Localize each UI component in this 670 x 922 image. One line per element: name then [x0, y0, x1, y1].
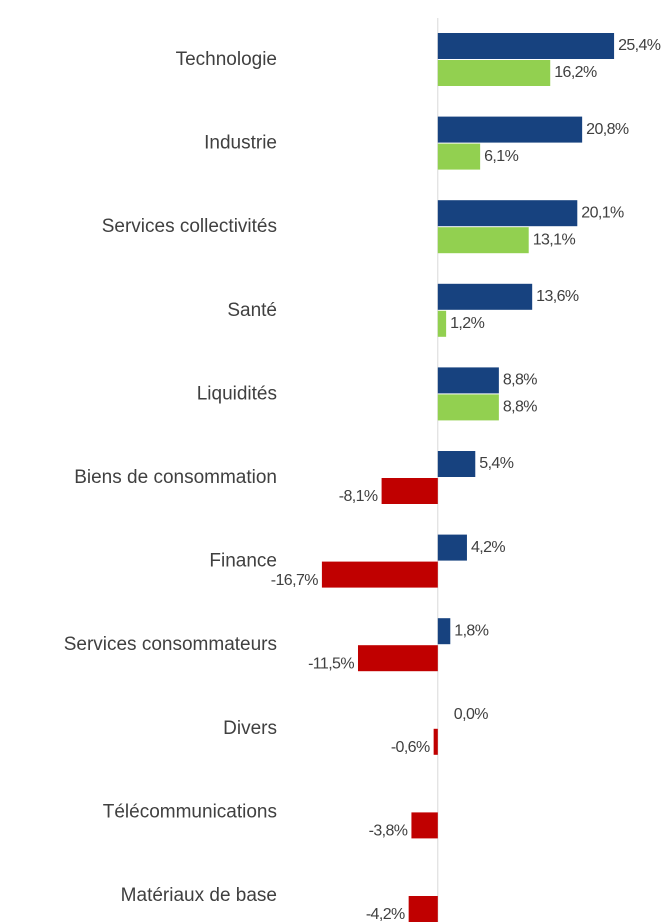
value-label: 4,2%: [471, 539, 505, 556]
value-label: 5,4%: [479, 455, 513, 472]
category-label: Industrie: [204, 133, 277, 154]
bar: [381, 478, 438, 504]
bar: [437, 33, 615, 59]
value-label: -4,2%: [366, 906, 405, 922]
value-label: 16,2%: [554, 64, 597, 81]
value-label: 1,2%: [450, 315, 484, 332]
category-label: Télécommunications: [103, 801, 277, 822]
bar: [437, 451, 476, 477]
bar: [437, 60, 551, 86]
bar: [437, 367, 499, 394]
bar: [437, 534, 467, 561]
value-label: -16,7%: [271, 572, 318, 589]
bar: [437, 394, 499, 421]
bar: [437, 618, 451, 645]
bar: [357, 645, 438, 672]
category-label: Matériaux de base: [121, 885, 277, 906]
bar: [437, 227, 529, 254]
bar: [433, 728, 438, 755]
category-label: Liquidités: [197, 383, 277, 404]
bar: [411, 812, 438, 839]
category-label: Santé: [227, 300, 277, 321]
value-label: 20,1%: [581, 204, 624, 221]
value-label: -8,1%: [339, 488, 378, 505]
value-label: 6,1%: [484, 148, 518, 165]
value-label: 8,8%: [503, 399, 537, 416]
value-label: -3,8%: [369, 823, 408, 840]
bar: [321, 561, 438, 588]
value-label: 13,6%: [536, 288, 579, 305]
bar: [437, 310, 447, 337]
bar: [437, 200, 578, 227]
value-label: -11,5%: [308, 655, 354, 672]
value-label: 20,8%: [586, 121, 629, 138]
category-label: Divers: [223, 718, 277, 739]
category-label: Technologie: [176, 49, 277, 70]
category-label: Services consommateurs: [64, 634, 277, 655]
value-label: 8,8%: [503, 372, 537, 389]
bar: [437, 283, 533, 310]
category-label: Biens de consommation: [74, 467, 277, 488]
category-label: Services collectivités: [102, 216, 277, 237]
value-label: 0,0%: [454, 706, 488, 723]
value-label: 13,1%: [533, 231, 576, 248]
bar: [408, 896, 438, 922]
value-label: 1,8%: [454, 622, 488, 639]
bar: [437, 143, 481, 170]
value-label: 25,4%: [618, 37, 661, 54]
value-label: -0,6%: [391, 739, 430, 756]
category-label: Finance: [209, 551, 277, 572]
bar: [437, 116, 583, 143]
